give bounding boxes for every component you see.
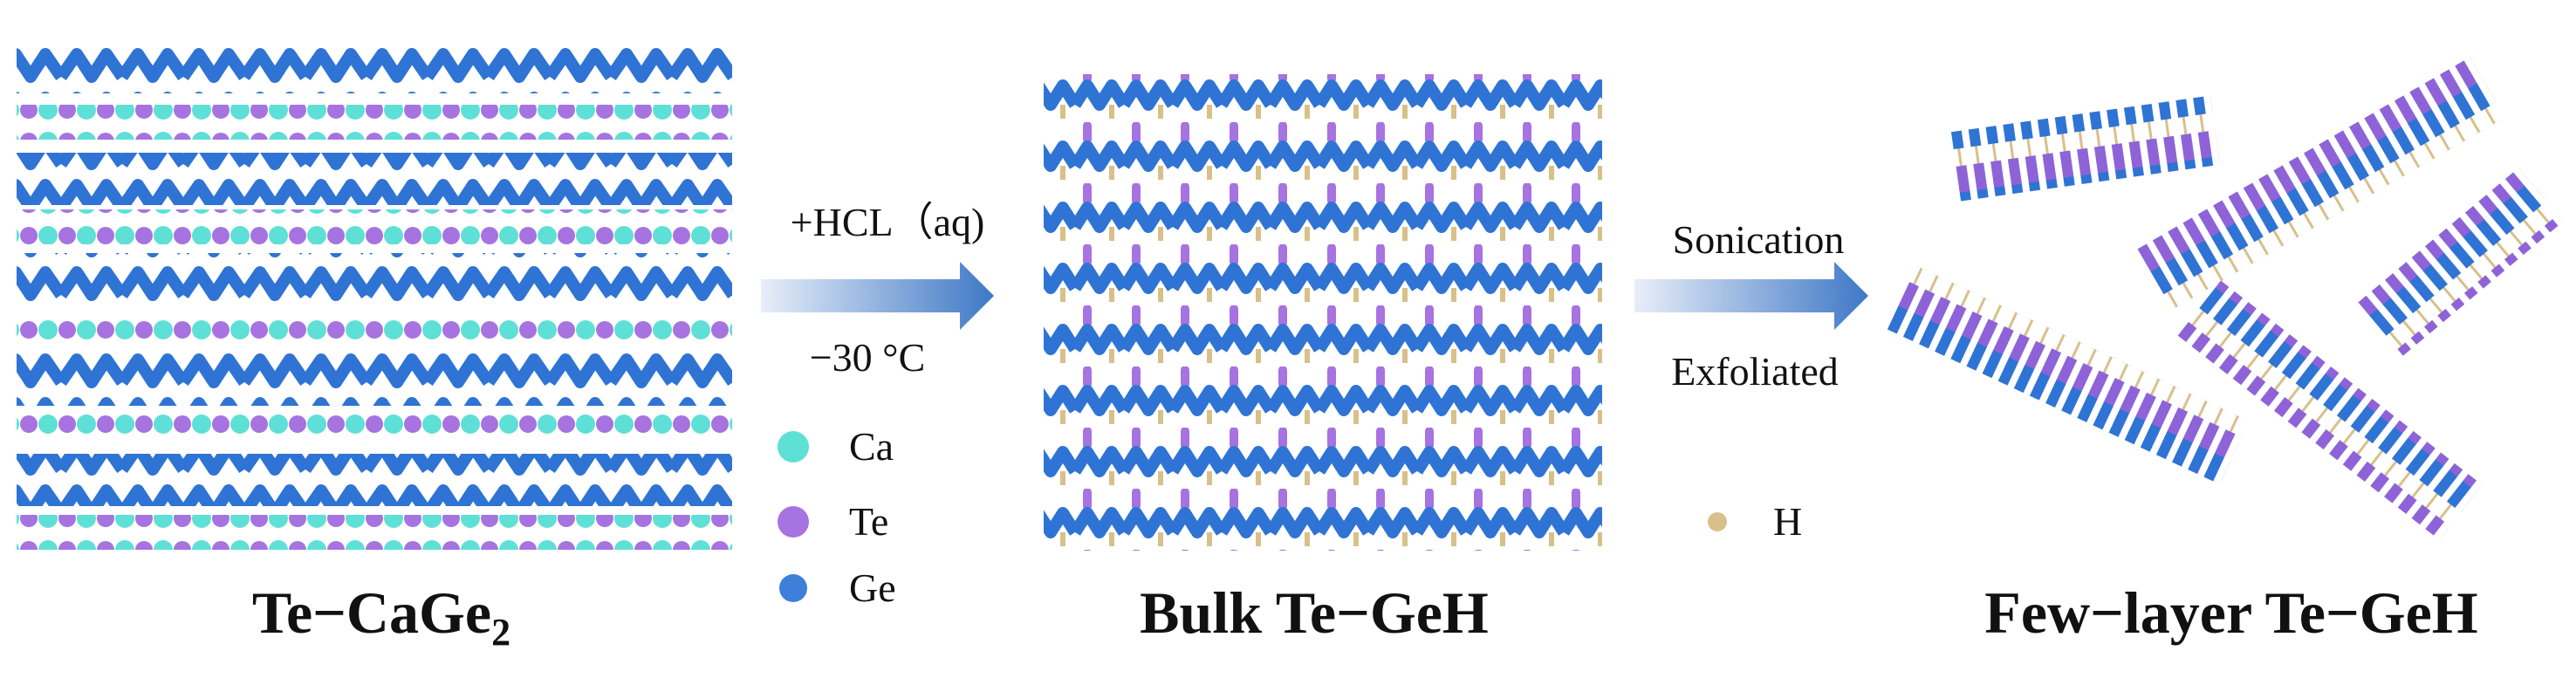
legend-label: H xyxy=(1773,499,1802,544)
legend-swatch xyxy=(778,431,809,462)
legend: Ca Te Ge H xyxy=(778,424,1802,610)
arrow-label: −30 °C xyxy=(810,335,926,380)
panel-title: Bulk Te−GeH xyxy=(1140,579,1489,646)
panel-title: Te−CaGe2 xyxy=(252,579,510,654)
legend-label: Ca xyxy=(849,424,894,469)
legend-swatch xyxy=(1708,512,1727,531)
arrow-label: Sonication xyxy=(1673,217,1845,262)
few-layer-structure xyxy=(1887,57,2564,540)
arrow-label: Exfoliated xyxy=(1671,349,1839,394)
arrow xyxy=(1634,262,1868,330)
legend-label: Te xyxy=(849,499,888,544)
arrow xyxy=(761,262,994,330)
panel-title: Few−layer Te−GeH xyxy=(1984,579,2477,646)
bulk-te-geh-structure xyxy=(1044,74,1602,551)
legend-swatch xyxy=(779,574,807,602)
legend-swatch xyxy=(778,506,809,538)
arrow-label: +HCL（aq) xyxy=(791,200,985,244)
legend-label: Ge xyxy=(849,565,896,610)
te-cage2-structure xyxy=(17,41,732,550)
